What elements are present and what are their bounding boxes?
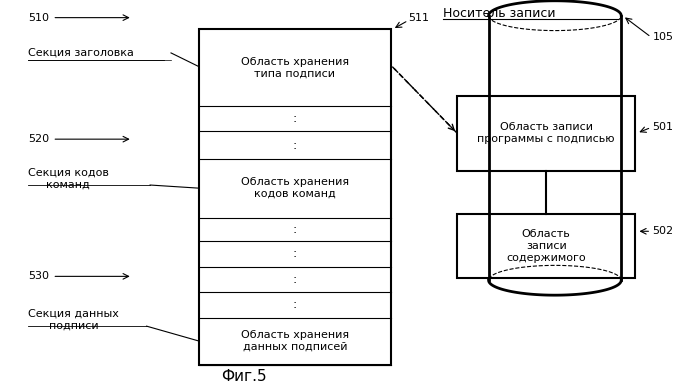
Text: Область хранения
типа подписи: Область хранения типа подписи	[241, 57, 349, 78]
Text: 511: 511	[408, 13, 429, 23]
Text: :: :	[292, 223, 297, 236]
Text: 502: 502	[653, 226, 674, 236]
FancyBboxPatch shape	[199, 29, 391, 365]
Text: Секция заголовка: Секция заголовка	[28, 48, 134, 58]
Text: :: :	[292, 112, 297, 125]
Text: 501: 501	[653, 122, 674, 132]
FancyBboxPatch shape	[457, 214, 635, 278]
Text: 530: 530	[28, 271, 49, 281]
Text: Секция данных
подписи: Секция данных подписи	[28, 309, 119, 330]
FancyBboxPatch shape	[457, 96, 635, 171]
Text: :: :	[292, 298, 297, 311]
Text: 510: 510	[28, 13, 49, 23]
Text: :: :	[292, 273, 297, 286]
Text: Область записи
программы с подписью: Область записи программы с подписью	[477, 122, 615, 144]
Text: Область хранения
данных подписей: Область хранения данных подписей	[241, 330, 349, 352]
Text: :: :	[292, 138, 297, 152]
Text: Область
записи
содержимого: Область записи содержимого	[506, 229, 586, 263]
Text: Секция кодов
команд: Секция кодов команд	[28, 167, 109, 189]
Text: Область хранения
кодов команд: Область хранения кодов команд	[241, 177, 349, 199]
Text: Носитель записи: Носитель записи	[443, 7, 556, 20]
Text: 520: 520	[28, 134, 49, 144]
Text: :: :	[292, 247, 297, 260]
Text: Фиг.5: Фиг.5	[221, 369, 267, 384]
Text: 105: 105	[653, 32, 674, 42]
